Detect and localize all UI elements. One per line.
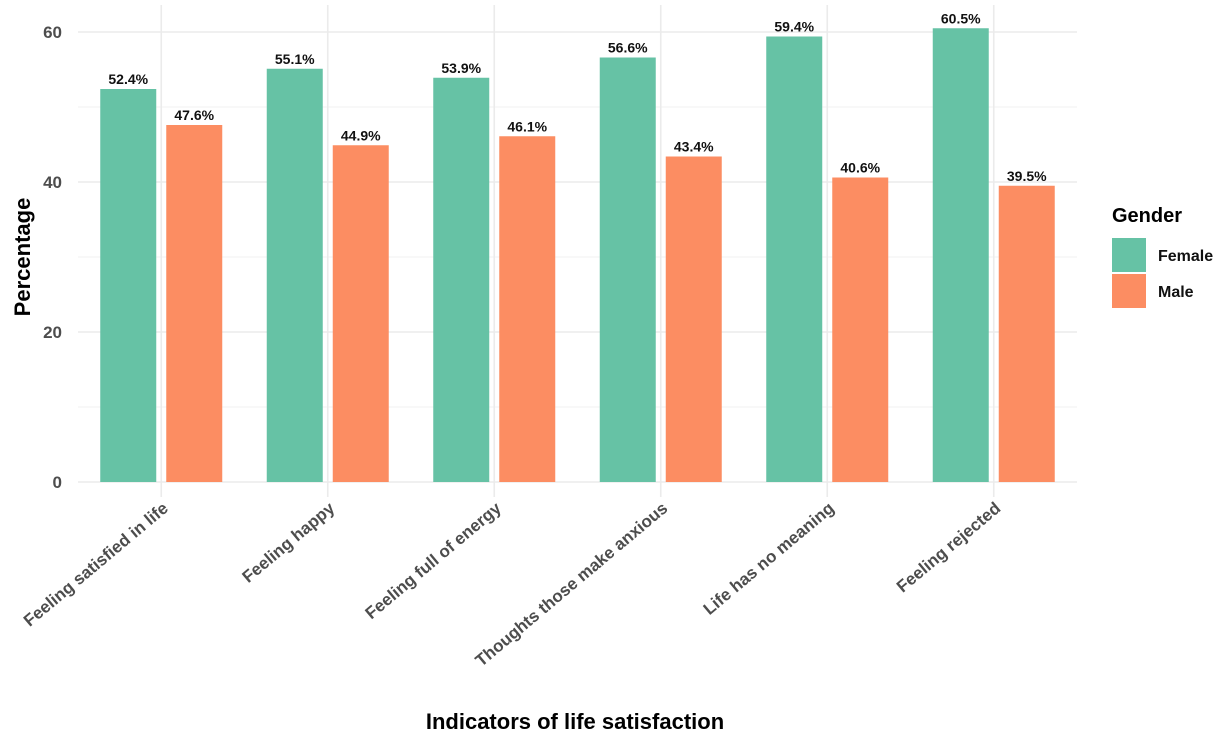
grid — [78, 5, 1077, 497]
bar-female — [266, 68, 323, 482]
y-axis-title: Percentage — [10, 198, 35, 317]
x-tick-label: Feeling rejected — [893, 499, 1004, 597]
bar-female — [100, 89, 157, 482]
bar-male — [998, 185, 1055, 482]
data-label: 59.4% — [774, 19, 814, 35]
y-tick-label: 20 — [43, 323, 62, 342]
data-label: 47.6% — [174, 107, 214, 123]
legend: Gender Female Male — [1112, 205, 1213, 308]
x-tick-label: Thoughts those make anxious — [472, 499, 672, 671]
bar-male — [166, 125, 223, 482]
data-label: 53.9% — [441, 60, 481, 76]
bar-male — [332, 145, 389, 482]
legend-title: Gender — [1112, 205, 1182, 227]
data-label: 43.4% — [674, 139, 714, 155]
y-tick-label: 40 — [43, 173, 62, 192]
legend-label: Male — [1158, 284, 1194, 301]
data-label: 52.4% — [108, 71, 148, 87]
bar-male — [832, 177, 889, 482]
data-label: 44.9% — [341, 127, 381, 143]
bar-female — [932, 28, 989, 482]
data-label: 55.1% — [275, 51, 315, 67]
bar-female — [599, 57, 656, 482]
x-tick-label: Life has no meaning — [700, 499, 838, 619]
data-label: 46.1% — [507, 118, 547, 134]
legend-label: Female — [1158, 248, 1213, 265]
data-label: 40.6% — [840, 160, 880, 176]
legend-key-female — [1112, 238, 1146, 272]
bar-female — [433, 77, 490, 482]
x-axis-tick-labels: Feeling satisfied in life Feeling happy Fe… — [20, 498, 1004, 670]
data-label: 39.5% — [1007, 168, 1047, 184]
y-tick-label: 60 — [43, 23, 62, 42]
y-axis-tick-labels: 0 20 40 60 — [43, 23, 62, 492]
data-label: 60.5% — [941, 10, 981, 26]
bar-male — [499, 136, 556, 482]
x-axis-title: Indicators of life satisfaction — [426, 709, 724, 734]
data-label: 56.6% — [608, 40, 648, 56]
x-tick-label: Feeling full of energy — [362, 498, 506, 623]
bars: 52.4% 47.6% 55.1% 44.9% 53.9% 46.1% 56.6% 43.4%… — [100, 10, 1055, 482]
x-tick-label: Feeling satisfied in life — [20, 499, 172, 631]
bar-female — [766, 36, 823, 482]
y-tick-label: 0 — [53, 473, 62, 492]
legend-key-male — [1112, 274, 1146, 308]
x-tick-label: Feeling happy — [239, 498, 339, 586]
bar-male — [665, 156, 722, 482]
